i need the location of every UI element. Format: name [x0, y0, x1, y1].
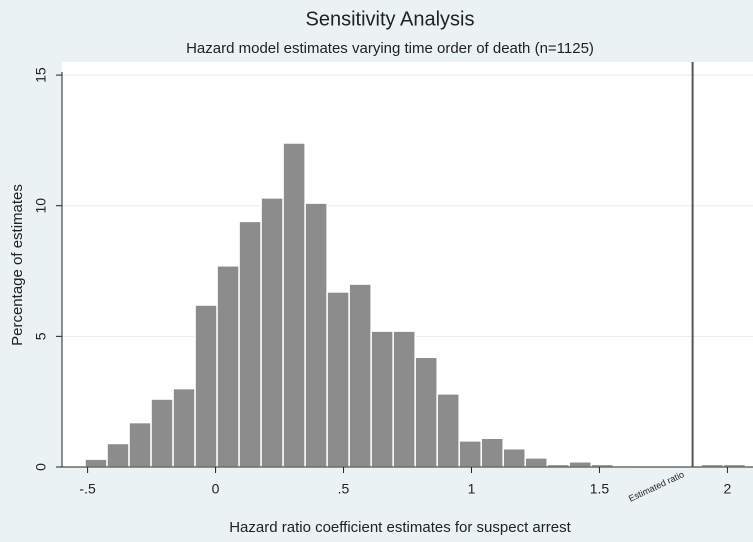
bar [348, 283, 372, 468]
x-tick-label: 2 [724, 481, 732, 497]
bar [194, 304, 218, 468]
x-tick-label: 1.5 [590, 481, 610, 497]
bar [568, 461, 593, 468]
x-tick-label: -.5 [79, 481, 96, 497]
x-tick-label: 0 [212, 481, 220, 497]
chart-subtitle: Hazard model estimates varying time orde… [186, 40, 594, 57]
bar [260, 197, 284, 468]
x-tick-label: .5 [338, 481, 350, 497]
bar [502, 447, 526, 468]
y-tick-label: 10 [33, 198, 49, 214]
y-tick-label: 0 [33, 463, 49, 471]
bar [326, 291, 350, 468]
bar [414, 356, 438, 468]
y-axis-label: Percentage of estimates [9, 184, 26, 346]
x-tick-label: 1 [468, 481, 476, 497]
bar [84, 458, 108, 468]
bar [150, 398, 174, 468]
bar [172, 387, 196, 468]
reference-label: Estimated ratio [627, 469, 686, 503]
bar [480, 437, 504, 468]
y-tick-label: 15 [33, 67, 49, 83]
bar [282, 142, 306, 468]
bar [524, 457, 548, 468]
bar [304, 202, 328, 468]
bar [128, 421, 152, 468]
bar [216, 265, 240, 468]
bar [392, 330, 416, 468]
x-axis-label: Hazard ratio coefficient estimates for s… [229, 519, 571, 536]
chart-title: Sensitivity Analysis [306, 8, 475, 30]
bar [370, 330, 394, 468]
bar [238, 220, 262, 468]
y-tick-label: 5 [33, 332, 49, 340]
bar [106, 442, 130, 468]
bar [436, 393, 460, 468]
bar [458, 440, 482, 468]
